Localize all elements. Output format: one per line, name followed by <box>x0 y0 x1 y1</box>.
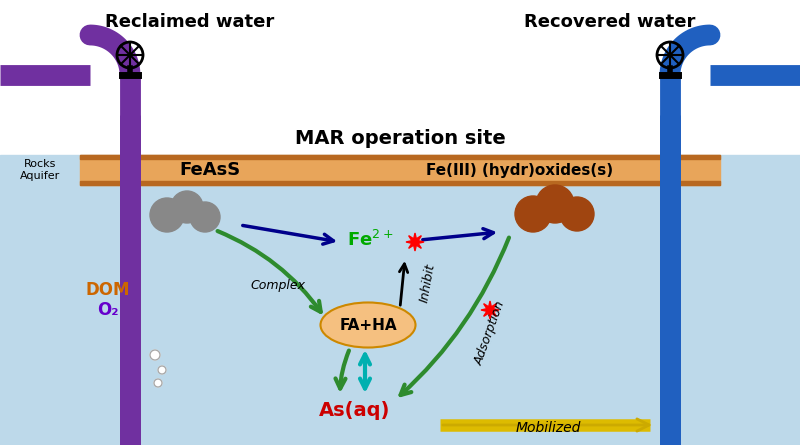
Text: DOM: DOM <box>86 281 130 299</box>
Text: Mobilized: Mobilized <box>515 421 581 435</box>
Circle shape <box>154 379 162 387</box>
Text: MAR operation site: MAR operation site <box>294 129 506 148</box>
Circle shape <box>150 198 184 232</box>
Polygon shape <box>481 301 499 319</box>
Text: Fe(III) (hydr)oxides(s): Fe(III) (hydr)oxides(s) <box>426 162 614 178</box>
Text: Reclaimed water: Reclaimed water <box>106 13 274 31</box>
Bar <box>0 155 800 445</box>
Circle shape <box>190 202 220 232</box>
Text: FA+HA: FA+HA <box>339 317 397 332</box>
Bar <box>80 181 720 185</box>
Polygon shape <box>406 233 424 251</box>
Circle shape <box>171 191 203 223</box>
Text: As(aq): As(aq) <box>319 400 390 420</box>
Circle shape <box>536 185 574 223</box>
Text: Recovered water: Recovered water <box>524 13 696 31</box>
Text: Fe$^{2+}$: Fe$^{2+}$ <box>346 230 394 250</box>
Circle shape <box>515 196 551 232</box>
Circle shape <box>560 197 594 231</box>
Circle shape <box>158 366 166 374</box>
Text: Adsorption: Adsorption <box>472 299 508 367</box>
Text: Rocks
Aquifer: Rocks Aquifer <box>20 159 60 181</box>
Circle shape <box>150 350 160 360</box>
Bar <box>80 155 720 159</box>
Text: Inhibit: Inhibit <box>418 263 438 303</box>
Ellipse shape <box>321 303 415 348</box>
Text: Complex: Complex <box>250 279 306 291</box>
Text: O₂: O₂ <box>98 301 118 319</box>
Bar <box>80 155 720 185</box>
Text: FeAsS: FeAsS <box>179 161 241 179</box>
